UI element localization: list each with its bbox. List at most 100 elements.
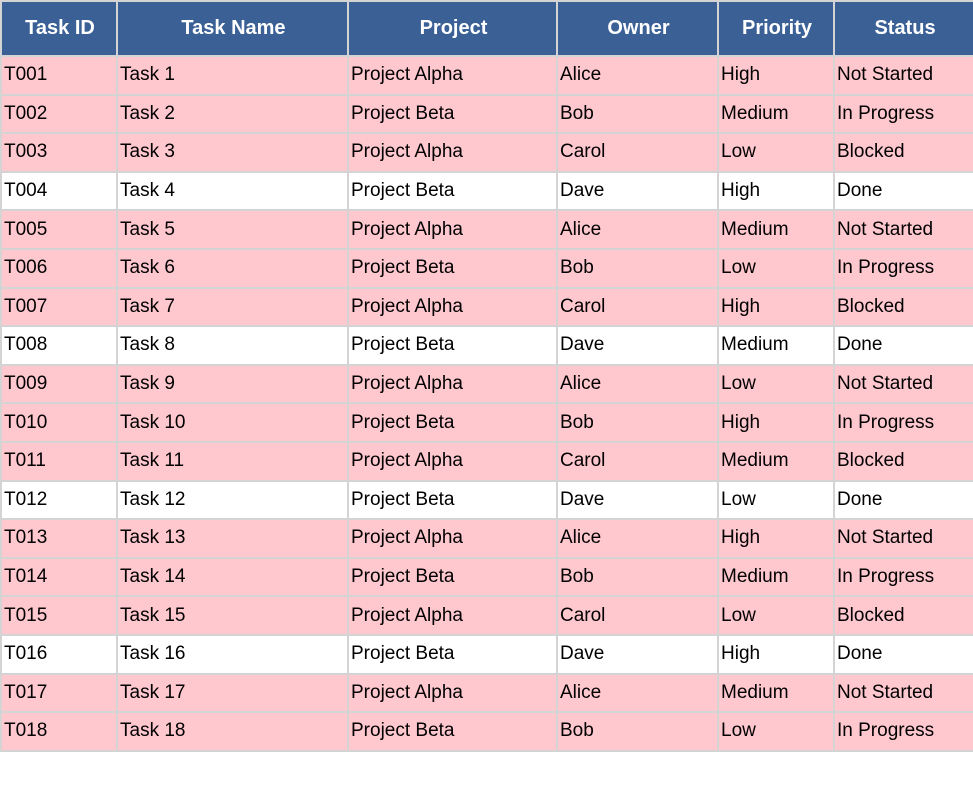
table-cell: T013: [0, 518, 118, 559]
table-cell: Low: [717, 132, 835, 173]
table-cell: Project Alpha: [347, 209, 558, 250]
table-row: T017 Task 17 Project Alpha Alice Medium Not S…: [0, 672, 973, 714]
table-cell: Bob: [556, 402, 719, 443]
table-row: T018 Task 18 Project Beta Bob Low In Progress: [0, 711, 973, 752]
table-cell: Dave: [556, 633, 719, 675]
table-cell: Project Alpha: [347, 518, 558, 559]
table-cell: Project Beta: [347, 325, 558, 366]
table-cell: Alice: [556, 209, 719, 250]
table-cell: Low: [717, 247, 835, 289]
table-row: T008 Task 8 Project Beta Dave Medium Done: [0, 325, 973, 366]
table-cell: High: [717, 286, 835, 328]
table-cell: Blocked: [833, 595, 973, 636]
table-cell: Task 12: [116, 479, 349, 521]
table-row: T016 Task 16 Project Beta Dave High Done: [0, 633, 973, 675]
table-cell: Medium: [717, 672, 835, 714]
table-cell: Project Alpha: [347, 286, 558, 328]
table-cell: Project Beta: [347, 633, 558, 675]
table-cell: Project Beta: [347, 93, 558, 135]
table-cell: Task 11: [116, 440, 349, 482]
table-cell: In Progress: [833, 247, 973, 289]
table-cell: Task 10: [116, 402, 349, 443]
table-row: T005 Task 5 Project Alpha Alice Medium Not St…: [0, 209, 973, 250]
table-cell: Carol: [556, 595, 719, 636]
table-cell: In Progress: [833, 93, 973, 135]
table-cell: T011: [0, 440, 118, 482]
table-cell: Blocked: [833, 132, 973, 173]
table-cell: Medium: [717, 325, 835, 366]
table-cell: Task 1: [116, 55, 349, 96]
table-row: T006 Task 6 Project Beta Bob Low In Progress: [0, 247, 973, 289]
table-row: T010 Task 10 Project Beta Bob High In Progres…: [0, 402, 973, 443]
table-cell: Bob: [556, 247, 719, 289]
table-cell: Task 8: [116, 325, 349, 366]
table-cell: T014: [0, 556, 118, 598]
table-row: T011 Task 11 Project Alpha Carol Medium Block…: [0, 440, 973, 482]
table-cell: High: [717, 633, 835, 675]
table-cell: Project Alpha: [347, 132, 558, 173]
table-cell: Alice: [556, 363, 719, 405]
table-cell: Project Beta: [347, 402, 558, 443]
table-cell: Project Alpha: [347, 363, 558, 405]
table-cell: T012: [0, 479, 118, 521]
table-cell: Not Started: [833, 672, 973, 714]
table-cell: Project Beta: [347, 247, 558, 289]
table-body: T001 Task 1 Project Alpha Alice High Not Star…: [0, 55, 973, 752]
column-header: Priority: [717, 0, 835, 57]
table-cell: In Progress: [833, 556, 973, 598]
table-cell: High: [717, 518, 835, 559]
table-cell: Task 13: [116, 518, 349, 559]
table-cell: Alice: [556, 518, 719, 559]
table-cell: Project Beta: [347, 170, 558, 212]
table-cell: Task 5: [116, 209, 349, 250]
table-row: T013 Task 13 Project Alpha Alice High Not Sta…: [0, 518, 973, 559]
task-table: Task ID Task Name Project Owner Priority Stat…: [0, 0, 973, 752]
table-cell: Bob: [556, 93, 719, 135]
table-cell: Dave: [556, 479, 719, 521]
table-cell: Task 6: [116, 247, 349, 289]
table-cell: Task 2: [116, 93, 349, 135]
table-cell: Task 3: [116, 132, 349, 173]
column-header: Project: [347, 0, 558, 57]
table-cell: Project Alpha: [347, 595, 558, 636]
table-cell: T007: [0, 286, 118, 328]
table-row: T015 Task 15 Project Alpha Carol Low Blocked: [0, 595, 973, 636]
table-cell: High: [717, 55, 835, 96]
table-cell: T005: [0, 209, 118, 250]
table-cell: T003: [0, 132, 118, 173]
table-cell: High: [717, 402, 835, 443]
table-cell: Bob: [556, 556, 719, 598]
table-cell: Medium: [717, 93, 835, 135]
table-cell: T017: [0, 672, 118, 714]
table-cell: Task 17: [116, 672, 349, 714]
table-cell: Carol: [556, 132, 719, 173]
table-cell: Task 4: [116, 170, 349, 212]
table-cell: Medium: [717, 440, 835, 482]
table-cell: Project Alpha: [347, 672, 558, 714]
table-cell: Medium: [717, 556, 835, 598]
table-cell: In Progress: [833, 402, 973, 443]
table-cell: Task 15: [116, 595, 349, 636]
table-cell: T016: [0, 633, 118, 675]
table-cell: Done: [833, 633, 973, 675]
table-cell: Done: [833, 479, 973, 521]
table-row: T014 Task 14 Project Beta Bob Medium In Progr…: [0, 556, 973, 598]
table-cell: T009: [0, 363, 118, 405]
table-cell: Project Beta: [347, 711, 558, 752]
table-cell: Low: [717, 363, 835, 405]
table-cell: Low: [717, 595, 835, 636]
table-cell: T010: [0, 402, 118, 443]
table-cell: Not Started: [833, 363, 973, 405]
table-cell: Project Alpha: [347, 440, 558, 482]
table-row: T007 Task 7 Project Alpha Carol High Blocked: [0, 286, 973, 328]
table-cell: T018: [0, 711, 118, 752]
table-cell: Carol: [556, 286, 719, 328]
column-header: Status: [833, 0, 973, 57]
table-row: T004 Task 4 Project Beta Dave High Done: [0, 170, 973, 212]
table-row: T009 Task 9 Project Alpha Alice Low Not Start…: [0, 363, 973, 405]
table-cell: Blocked: [833, 286, 973, 328]
table-cell: Project Alpha: [347, 55, 558, 96]
table-row: T012 Task 12 Project Beta Dave Low Done: [0, 479, 973, 521]
table-row: T002 Task 2 Project Beta Bob Medium In Progre…: [0, 93, 973, 135]
